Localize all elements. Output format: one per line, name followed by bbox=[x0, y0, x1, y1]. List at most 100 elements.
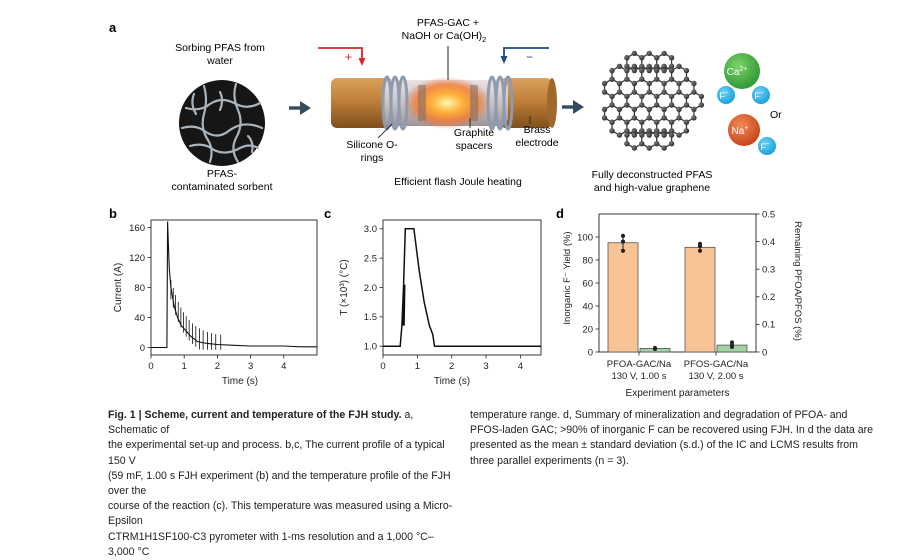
graphene-atom bbox=[616, 115, 623, 121]
graphene-atom bbox=[668, 63, 675, 69]
graphene-atom bbox=[653, 93, 660, 100]
y-tick-label: 3.0 bbox=[364, 224, 377, 235]
graphene-atom bbox=[624, 67, 630, 74]
x-tick-label: 1 bbox=[182, 361, 187, 372]
silicone-label-line1: Silicone O- bbox=[346, 139, 398, 151]
graphene-atom bbox=[624, 102, 630, 108]
caption-column-2: temperature range. d, Summary of mineral… bbox=[470, 408, 900, 469]
caption-line: three parallel experiments (n = 3). bbox=[470, 454, 629, 467]
graphene-atom bbox=[668, 119, 675, 125]
graphene-atom bbox=[676, 132, 682, 138]
y-tick-label: 40 bbox=[582, 301, 593, 312]
svg-text:F−: F− bbox=[754, 90, 764, 101]
graphene-atom bbox=[631, 145, 638, 151]
y-right-tick-label: 0.2 bbox=[762, 292, 775, 303]
graphene-atom bbox=[631, 128, 638, 134]
category-label: PFOS-GAC/Na bbox=[684, 359, 749, 370]
graphene-atom bbox=[661, 128, 667, 134]
data-point-yield bbox=[620, 239, 626, 244]
graphene-atom bbox=[624, 132, 630, 138]
sorbent-label-line2: contaminated sorbent bbox=[172, 181, 273, 193]
caption-line: temperature range. d, Summary of mineral… bbox=[470, 409, 848, 421]
calcium-ion-icon: Ca2+ bbox=[724, 53, 760, 89]
panel-label-b: b bbox=[109, 206, 117, 221]
graphene-atom bbox=[609, 93, 615, 100]
graphene-atom bbox=[601, 89, 608, 95]
graphene-atom bbox=[631, 50, 638, 57]
graphene-atom bbox=[639, 76, 645, 82]
graphene-atom bbox=[601, 115, 608, 121]
fluoride-ion-icon: F− bbox=[758, 137, 776, 155]
graphene-atom bbox=[683, 128, 690, 134]
graphene-atom bbox=[639, 128, 645, 134]
process-arrow-1-icon bbox=[289, 101, 311, 115]
graphene-atom bbox=[683, 76, 690, 82]
svg-text:Na+: Na+ bbox=[732, 125, 749, 137]
y-tick-label: 40 bbox=[134, 313, 145, 324]
reagent-label-line1: PFAS-GAC + bbox=[417, 17, 479, 29]
graphene-atom bbox=[676, 80, 682, 87]
graphene-atom bbox=[616, 63, 623, 69]
current-series-line bbox=[151, 221, 317, 349]
graphene-atom bbox=[683, 67, 690, 74]
graphene-atom bbox=[609, 102, 615, 108]
graphene-atom bbox=[639, 93, 645, 100]
sorbent-particle-icon bbox=[179, 80, 265, 166]
graphene-atom bbox=[646, 106, 652, 113]
graphene-atom bbox=[631, 132, 638, 138]
caption-line: a, Schematic of bbox=[108, 409, 414, 437]
y-right-tick-label: 0 bbox=[762, 347, 767, 358]
graphene-atom bbox=[646, 80, 652, 87]
x-tick-label: 0 bbox=[148, 361, 153, 372]
bar-yield bbox=[607, 242, 639, 353]
graphene-atom bbox=[691, 115, 697, 121]
panel-label-c: c bbox=[324, 206, 331, 221]
graphite-label-line1: Graphite bbox=[454, 127, 494, 139]
graphene-atom bbox=[601, 80, 608, 87]
y-tick-label: 2.5 bbox=[364, 253, 377, 264]
chart-c-temperature: 0 1 2 3 4 1.0 1.5 2.0 2.5 3.0 Time (s) T (×10³) (°C… bbox=[339, 219, 542, 387]
x-tick-label: 2 bbox=[449, 361, 454, 372]
sorbent-label-line1: PFAS- bbox=[207, 168, 238, 180]
y-axis-label: T (×10³) (°C) bbox=[339, 259, 350, 315]
graphene-atom bbox=[683, 102, 690, 108]
x-tick-label: 4 bbox=[281, 361, 286, 372]
brass-electrode-left bbox=[331, 78, 393, 128]
graphene-atom bbox=[668, 76, 675, 82]
graphene-atom bbox=[609, 119, 615, 125]
graphene-atom bbox=[661, 80, 667, 87]
y-tick-label: 120 bbox=[129, 253, 145, 264]
graphene-atom bbox=[639, 102, 645, 108]
positive-terminal: + bbox=[318, 47, 366, 66]
graphene-atom bbox=[691, 89, 697, 95]
graphene-atom bbox=[653, 141, 660, 147]
graphene-atom bbox=[653, 128, 660, 134]
graphene-atom bbox=[609, 128, 615, 134]
graphene-atom bbox=[661, 106, 667, 113]
caption-column-1: Fig. 1 | Scheme, current and temperature… bbox=[108, 408, 453, 560]
graphene-atom bbox=[653, 76, 660, 82]
graphene-atom bbox=[646, 115, 652, 121]
graphene-atom bbox=[646, 50, 652, 57]
result-label-line1: Fully deconstructed PFAS bbox=[592, 169, 713, 181]
x-tick-label: 1 bbox=[415, 361, 420, 372]
caption-fig-label: Fig. 1 | Scheme, current and temperature… bbox=[108, 409, 402, 421]
graphene-atom bbox=[646, 89, 652, 95]
graphene-atom bbox=[646, 132, 652, 138]
fluoride-ion-icon: F− bbox=[752, 86, 770, 104]
data-point-yield bbox=[697, 241, 703, 246]
fluoride-ion-icon: F− bbox=[717, 86, 735, 104]
fjh-apparatus bbox=[331, 75, 557, 131]
graphene-atom bbox=[616, 106, 623, 113]
y-right-tick-label: 0.4 bbox=[762, 237, 775, 248]
graphene-atom bbox=[609, 76, 615, 82]
graphene-atom bbox=[639, 63, 645, 69]
graphene-atom bbox=[676, 115, 682, 121]
graphene-atom bbox=[668, 93, 675, 100]
y-tick-label: 1.5 bbox=[364, 312, 377, 323]
y-tick-label: 1.0 bbox=[364, 341, 377, 352]
graphene-atom bbox=[616, 80, 623, 87]
x-axis-label: Experiment parameters bbox=[626, 388, 730, 399]
graphene-atom bbox=[624, 93, 630, 100]
data-point-yield bbox=[620, 233, 626, 238]
